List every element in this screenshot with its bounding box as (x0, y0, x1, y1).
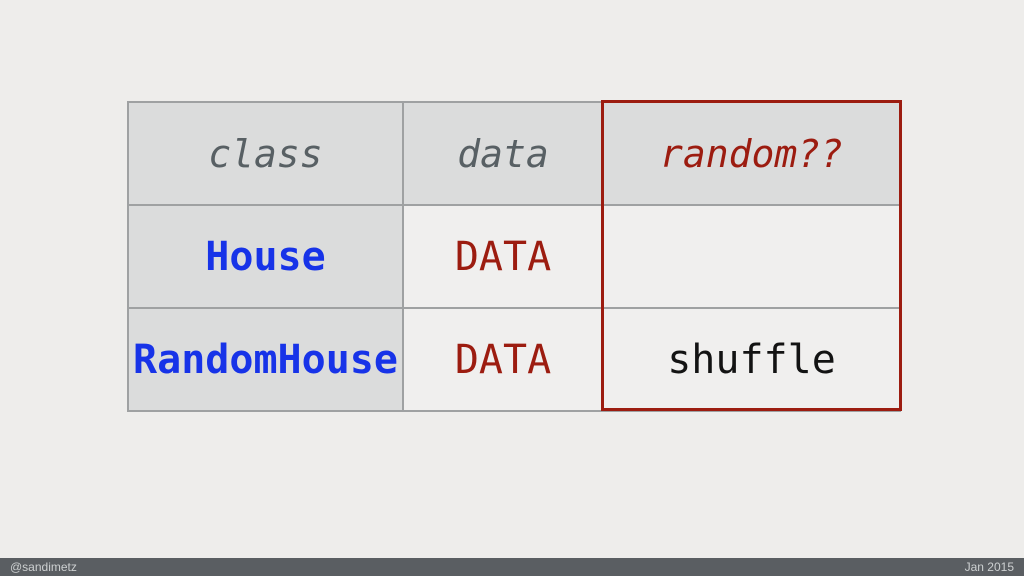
column-header-random: random?? (602, 101, 901, 206)
cell-house-data: DATA (402, 204, 604, 309)
cell-house-random (602, 204, 901, 309)
footer-date: Jan 2015 (964, 560, 1014, 574)
footer-handle: @sandimetz (10, 560, 77, 574)
footer-bar: @sandimetz Jan 2015 (0, 558, 1024, 576)
class-data-comparison-table: class data random?? House DATA RandomHou… (127, 101, 901, 412)
table-header-row: class data random?? (127, 101, 901, 206)
cell-randomhouse-data: DATA (402, 307, 604, 412)
column-header-data: data (402, 101, 604, 206)
cell-randomhouse-random: shuffle (602, 307, 901, 412)
cell-house-class: House (127, 204, 404, 309)
column-header-class: class (127, 101, 404, 206)
table-row-house: House DATA (127, 204, 901, 309)
cell-randomhouse-class: RandomHouse (127, 307, 404, 412)
table-row-randomhouse: RandomHouse DATA shuffle (127, 307, 901, 412)
